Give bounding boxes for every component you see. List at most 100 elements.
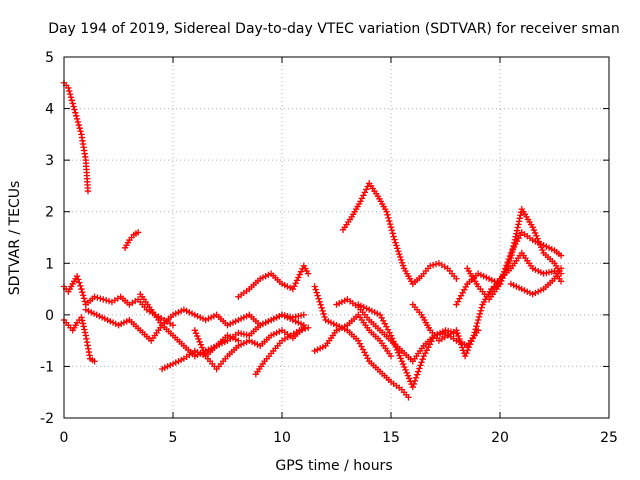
series-track-t bbox=[507, 265, 565, 298]
data-point bbox=[97, 295, 104, 302]
data-point bbox=[169, 321, 177, 329]
data-point bbox=[304, 270, 312, 277]
data-point bbox=[383, 323, 390, 330]
data-point bbox=[411, 377, 419, 385]
data-point bbox=[389, 230, 396, 237]
data-point bbox=[66, 90, 74, 98]
data-point bbox=[79, 292, 87, 299]
data-point bbox=[317, 301, 324, 308]
data-point bbox=[72, 109, 79, 116]
data-point bbox=[66, 87, 73, 95]
data-point bbox=[360, 192, 367, 199]
data-point bbox=[455, 332, 462, 340]
data-point bbox=[81, 298, 89, 305]
data-point bbox=[454, 329, 461, 337]
data-point bbox=[476, 310, 484, 318]
data-point bbox=[318, 304, 325, 312]
data-point bbox=[463, 349, 470, 357]
data-point bbox=[453, 301, 460, 308]
series-track-b bbox=[121, 229, 142, 252]
data-point bbox=[84, 187, 92, 195]
data-point bbox=[403, 369, 410, 376]
data-point bbox=[427, 262, 434, 270]
data-point bbox=[529, 223, 536, 231]
data-point bbox=[409, 383, 416, 391]
x-tick-label: 20 bbox=[491, 430, 509, 446]
data-point bbox=[420, 352, 427, 360]
data-point bbox=[429, 261, 437, 269]
data-point bbox=[69, 100, 76, 107]
data-point bbox=[191, 327, 198, 334]
data-point bbox=[401, 363, 408, 371]
data-point bbox=[417, 362, 424, 369]
data-point bbox=[296, 327, 303, 334]
series-track-c bbox=[60, 272, 177, 329]
data-point bbox=[296, 271, 303, 278]
data-point bbox=[517, 212, 524, 219]
series-track-k bbox=[311, 283, 412, 401]
data-point bbox=[533, 232, 540, 239]
data-point bbox=[454, 298, 462, 305]
data-point bbox=[453, 327, 460, 334]
data-point bbox=[513, 230, 520, 237]
data-point bbox=[470, 332, 478, 339]
y-tick-label: 4 bbox=[45, 102, 54, 118]
data-point bbox=[468, 338, 475, 345]
data-point bbox=[459, 344, 466, 351]
data-point bbox=[404, 372, 412, 379]
data-point bbox=[534, 235, 541, 242]
data-point bbox=[511, 236, 519, 243]
data-point bbox=[397, 253, 404, 261]
data-point bbox=[70, 103, 77, 110]
data-point bbox=[384, 326, 392, 333]
data-point bbox=[293, 277, 301, 284]
data-point bbox=[73, 272, 81, 280]
data-point bbox=[413, 371, 421, 378]
data-point bbox=[390, 338, 397, 345]
data-point bbox=[74, 118, 82, 126]
data-point bbox=[102, 297, 110, 304]
data-point bbox=[76, 124, 83, 132]
data-point bbox=[393, 242, 400, 249]
data-point bbox=[513, 227, 521, 234]
data-point bbox=[81, 326, 88, 333]
x-tick-label: 15 bbox=[382, 430, 400, 446]
data-point bbox=[457, 292, 465, 299]
y-axis-label: SDTVAR / TECUs bbox=[7, 181, 23, 296]
data-point bbox=[536, 241, 544, 248]
data-point bbox=[362, 352, 370, 359]
data-point bbox=[381, 320, 388, 327]
data-point bbox=[387, 352, 395, 360]
data-point bbox=[359, 346, 367, 353]
data-point bbox=[398, 358, 406, 365]
data-point bbox=[311, 283, 318, 290]
series-track-m bbox=[333, 296, 460, 365]
y-tick-labels: -2 -1 0 1 2 3 4 5 bbox=[40, 50, 54, 427]
series-track-n bbox=[339, 180, 460, 288]
series-track-e bbox=[82, 306, 307, 344]
data-point bbox=[514, 224, 521, 231]
data-point bbox=[516, 215, 523, 222]
data-point bbox=[197, 341, 205, 348]
data-point bbox=[456, 295, 463, 302]
data-point bbox=[380, 317, 387, 324]
data-point bbox=[383, 208, 390, 215]
data-point bbox=[74, 276, 82, 283]
data-point bbox=[195, 335, 202, 343]
data-point bbox=[192, 329, 200, 337]
data-point bbox=[289, 285, 297, 293]
data-point bbox=[77, 282, 84, 290]
data-point bbox=[507, 254, 515, 262]
y-tick-label: 1 bbox=[45, 256, 54, 272]
data-point bbox=[512, 233, 519, 240]
data-point bbox=[291, 282, 298, 290]
data-point bbox=[506, 257, 513, 265]
x-tick-label: 25 bbox=[600, 430, 618, 446]
data-point bbox=[358, 343, 365, 350]
data-point bbox=[391, 340, 398, 348]
data-point bbox=[78, 317, 86, 324]
data-point bbox=[453, 275, 460, 282]
data-point bbox=[478, 304, 485, 311]
data-point bbox=[356, 340, 364, 347]
series-track-a bbox=[60, 79, 92, 195]
